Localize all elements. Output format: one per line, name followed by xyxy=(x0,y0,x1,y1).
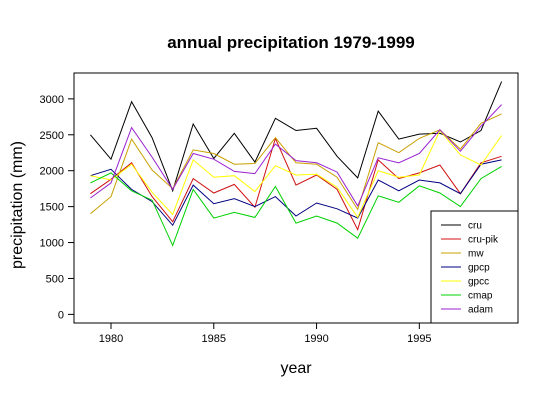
y-tick-label: 2000 xyxy=(40,166,64,178)
x-axis: 1980 1985 1990 1995 xyxy=(99,323,432,345)
series-line-cru-pik xyxy=(90,136,502,231)
y-tick-label: 500 xyxy=(46,273,64,285)
legend-items: cru cru-pik mw gpcp gpcc cmap adam xyxy=(441,221,499,316)
x-axis-title: year xyxy=(280,360,312,377)
legend-label-gpcc: gpcc xyxy=(468,277,489,288)
series-line-gpcc xyxy=(90,129,503,219)
legend-label-mw: mw xyxy=(468,249,484,260)
x-tick-label: 1990 xyxy=(304,333,328,345)
legend: cru cru-pik mw gpcp gpcc cmap adam xyxy=(430,210,519,324)
y-axis: 0 500 1000 1500 2000 2500 3000 xyxy=(40,94,74,321)
chart-title: annual precipitation 1979-1999 xyxy=(167,33,415,52)
series-line-cmap xyxy=(90,165,502,247)
legend-label-adam: adam xyxy=(468,305,493,316)
y-axis-title: precipitation (mm) xyxy=(9,141,26,269)
series-line-mw xyxy=(90,113,502,215)
series-line-gpcp xyxy=(90,159,502,227)
y-tick-label: 1000 xyxy=(40,238,64,250)
y-tick-label: 3000 xyxy=(40,94,64,106)
legend-label-cru-pik: cru-pik xyxy=(468,235,499,246)
series-line-adam xyxy=(90,104,502,207)
legend-label-gpcp: gpcp xyxy=(468,263,490,274)
x-tick-label: 1980 xyxy=(99,333,123,345)
x-tick-label: 1985 xyxy=(202,333,226,345)
plot-frame xyxy=(73,72,519,324)
series-lines xyxy=(90,81,503,247)
legend-label-cmap: cmap xyxy=(468,291,493,302)
y-tick-label: 1500 xyxy=(40,202,64,214)
legend-label-cru: cru xyxy=(468,221,482,232)
series-line-cru xyxy=(90,81,503,193)
x-tick-label: 1995 xyxy=(407,333,431,345)
y-tick-label: 0 xyxy=(58,309,64,321)
y-tick-label: 2500 xyxy=(40,130,64,142)
